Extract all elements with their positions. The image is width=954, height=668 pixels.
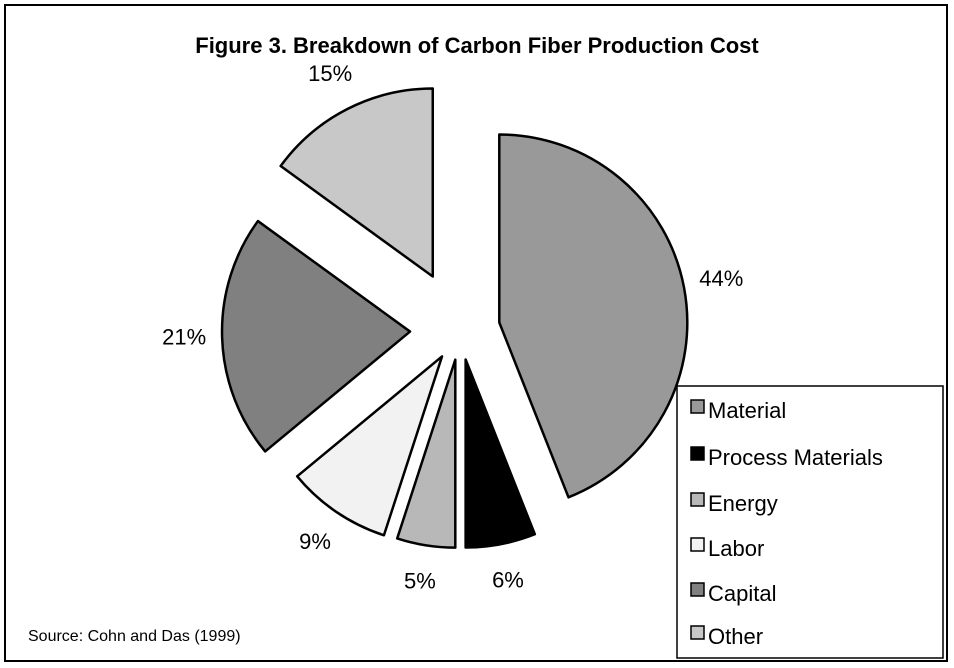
data-label: 21% <box>162 324 206 349</box>
legend-swatch <box>690 537 705 552</box>
data-label: 6% <box>492 567 524 592</box>
data-label: 44% <box>699 266 743 291</box>
legend-swatch <box>690 582 705 597</box>
legend-box <box>676 385 944 659</box>
pie-slice <box>498 133 689 499</box>
legend-swatch <box>690 399 705 414</box>
legend-label: Capital <box>708 581 776 606</box>
data-label: 15% <box>308 61 352 86</box>
pie-slice <box>220 219 412 453</box>
data-label: 5% <box>404 569 436 594</box>
pie-slice <box>395 358 457 549</box>
legend-swatch <box>690 446 705 461</box>
pie-slice <box>464 358 537 549</box>
legend-swatch <box>690 492 705 507</box>
legend-label: Energy <box>708 491 778 516</box>
pie-slice <box>295 355 444 537</box>
legend-label: Material <box>708 398 786 423</box>
legend-label: Process Materials <box>708 445 883 470</box>
legend-label: Other <box>708 624 763 649</box>
legend-swatch <box>690 625 705 640</box>
data-label: 9% <box>299 529 331 554</box>
pie-slice <box>279 87 435 278</box>
legend-label: Labor <box>708 536 764 561</box>
chart-title: Figure 3. Breakdown of Carbon Fiber Prod… <box>195 33 759 58</box>
source-note: Source: Cohn and Das (1999) <box>28 628 241 645</box>
